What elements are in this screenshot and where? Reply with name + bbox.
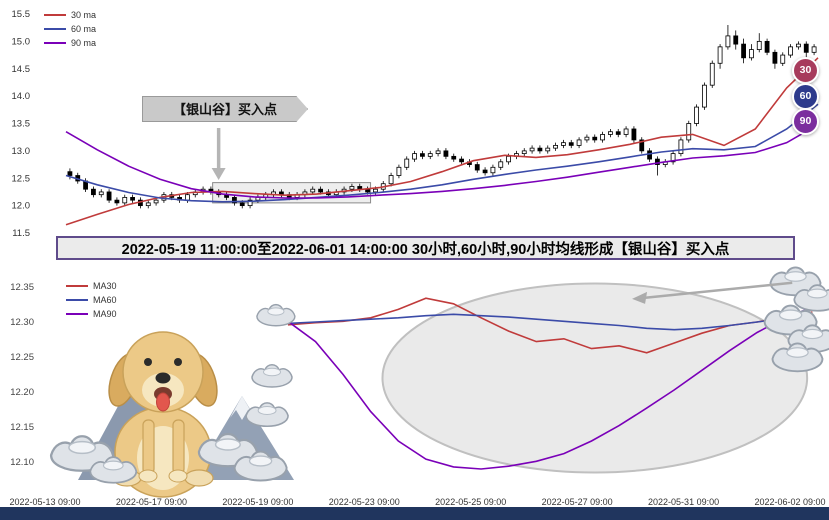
svg-text:12.15: 12.15 [10,422,34,433]
lower-chart-axes: 12.35 12.30 12.25 12.20 12.15 12.10 2022-05-13… [9,282,825,507]
svg-text:12.30: 12.30 [10,317,34,328]
svg-text:2022-05-23 09:00: 2022-05-23 09:00 [329,497,400,507]
svg-text:12.0: 12.0 [12,201,31,212]
ma90-line-swatch [66,313,88,315]
valley-highlight-ellipse [381,282,809,474]
svg-text:13.5: 13.5 [12,119,31,130]
svg-text:14.5: 14.5 [12,64,31,75]
lower-chart-legend: MA30 MA60 MA90 [66,281,117,323]
svg-text:2022-05-31 09:00: 2022-05-31 09:00 [648,497,719,507]
legend-item-ma30: MA30 [66,281,117,291]
svg-text:14.0: 14.0 [12,91,31,102]
legend-label-ma60: MA60 [93,295,117,305]
svg-text:12.10: 12.10 [10,457,34,468]
svg-text:2022-05-17 09:00: 2022-05-17 09:00 [116,497,187,507]
dog-illustration [108,331,218,498]
legend-label-60ma: 60 ma [71,24,97,34]
upper-candlestick-chart: 15.5 15.0 14.5 14.0 13.5 13.0 12.5 12.0 11.5 [12,9,819,236]
lower-ma-line-chart: 12.35 12.30 12.25 12.20 12.15 12.10 2022-05-13… [9,266,829,507]
ma60-badge: 60 [792,83,819,110]
svg-text:2022-05-13 09:00: 2022-05-13 09:00 [9,497,80,507]
legend-item-ma60: MA60 [66,295,117,305]
ma60-line-swatch [44,28,66,30]
silver-ingot-float-2 [251,364,293,388]
legend-item-30ma: 30 ma [44,10,96,20]
svg-text:13.0: 13.0 [12,146,31,157]
silver-ingot-float-3 [245,402,289,428]
legend-label-ma30: MA30 [93,281,117,291]
ma30-line-swatch [66,285,88,287]
buy-point-callout: 【银山谷】买入点 [142,96,308,122]
ma30-line-swatch [44,14,66,16]
svg-text:15.0: 15.0 [12,36,31,47]
ma90-line-swatch [44,42,66,44]
legend-item-60ma: 60 ma [44,24,96,34]
summary-banner: 2022-05-19 11:00:00至2022-06-01 14:00:00 … [56,236,795,260]
ma60-line-swatch [66,299,88,301]
svg-text:12.35: 12.35 [10,282,34,293]
svg-text:15.5: 15.5 [12,9,31,20]
svg-text:2022-05-19 09:00: 2022-05-19 09:00 [222,497,293,507]
svg-text:2022-05-27 09:00: 2022-05-27 09:00 [542,497,613,507]
upper-chart-legend: 30 ma 60 ma 90 ma [44,10,96,52]
legend-label-ma90: MA90 [93,309,117,319]
pointer-arrow [632,281,793,304]
bottom-bar [0,507,829,520]
legend-item-90ma: 90 ma [44,38,96,48]
silver-ingot-float-1 [256,303,296,327]
legend-item-ma90: MA90 [66,309,117,319]
svg-text:12.5: 12.5 [12,173,31,184]
ma30-badge: 30 [792,57,819,84]
silver-ingot-stack [763,266,829,373]
svg-text:12.25: 12.25 [10,352,34,363]
svg-text:11.5: 11.5 [12,228,30,236]
legend-label-90ma: 90 ma [71,38,97,48]
svg-text:2022-05-25 09:00: 2022-05-25 09:00 [435,497,506,507]
svg-text:12.20: 12.20 [10,387,34,398]
ma-lines-layer [287,297,813,470]
legend-label-30ma: 30 ma [71,10,97,20]
ma90-badge: 90 [792,108,819,135]
svg-text:2022-06-02 09:00: 2022-06-02 09:00 [754,497,825,507]
